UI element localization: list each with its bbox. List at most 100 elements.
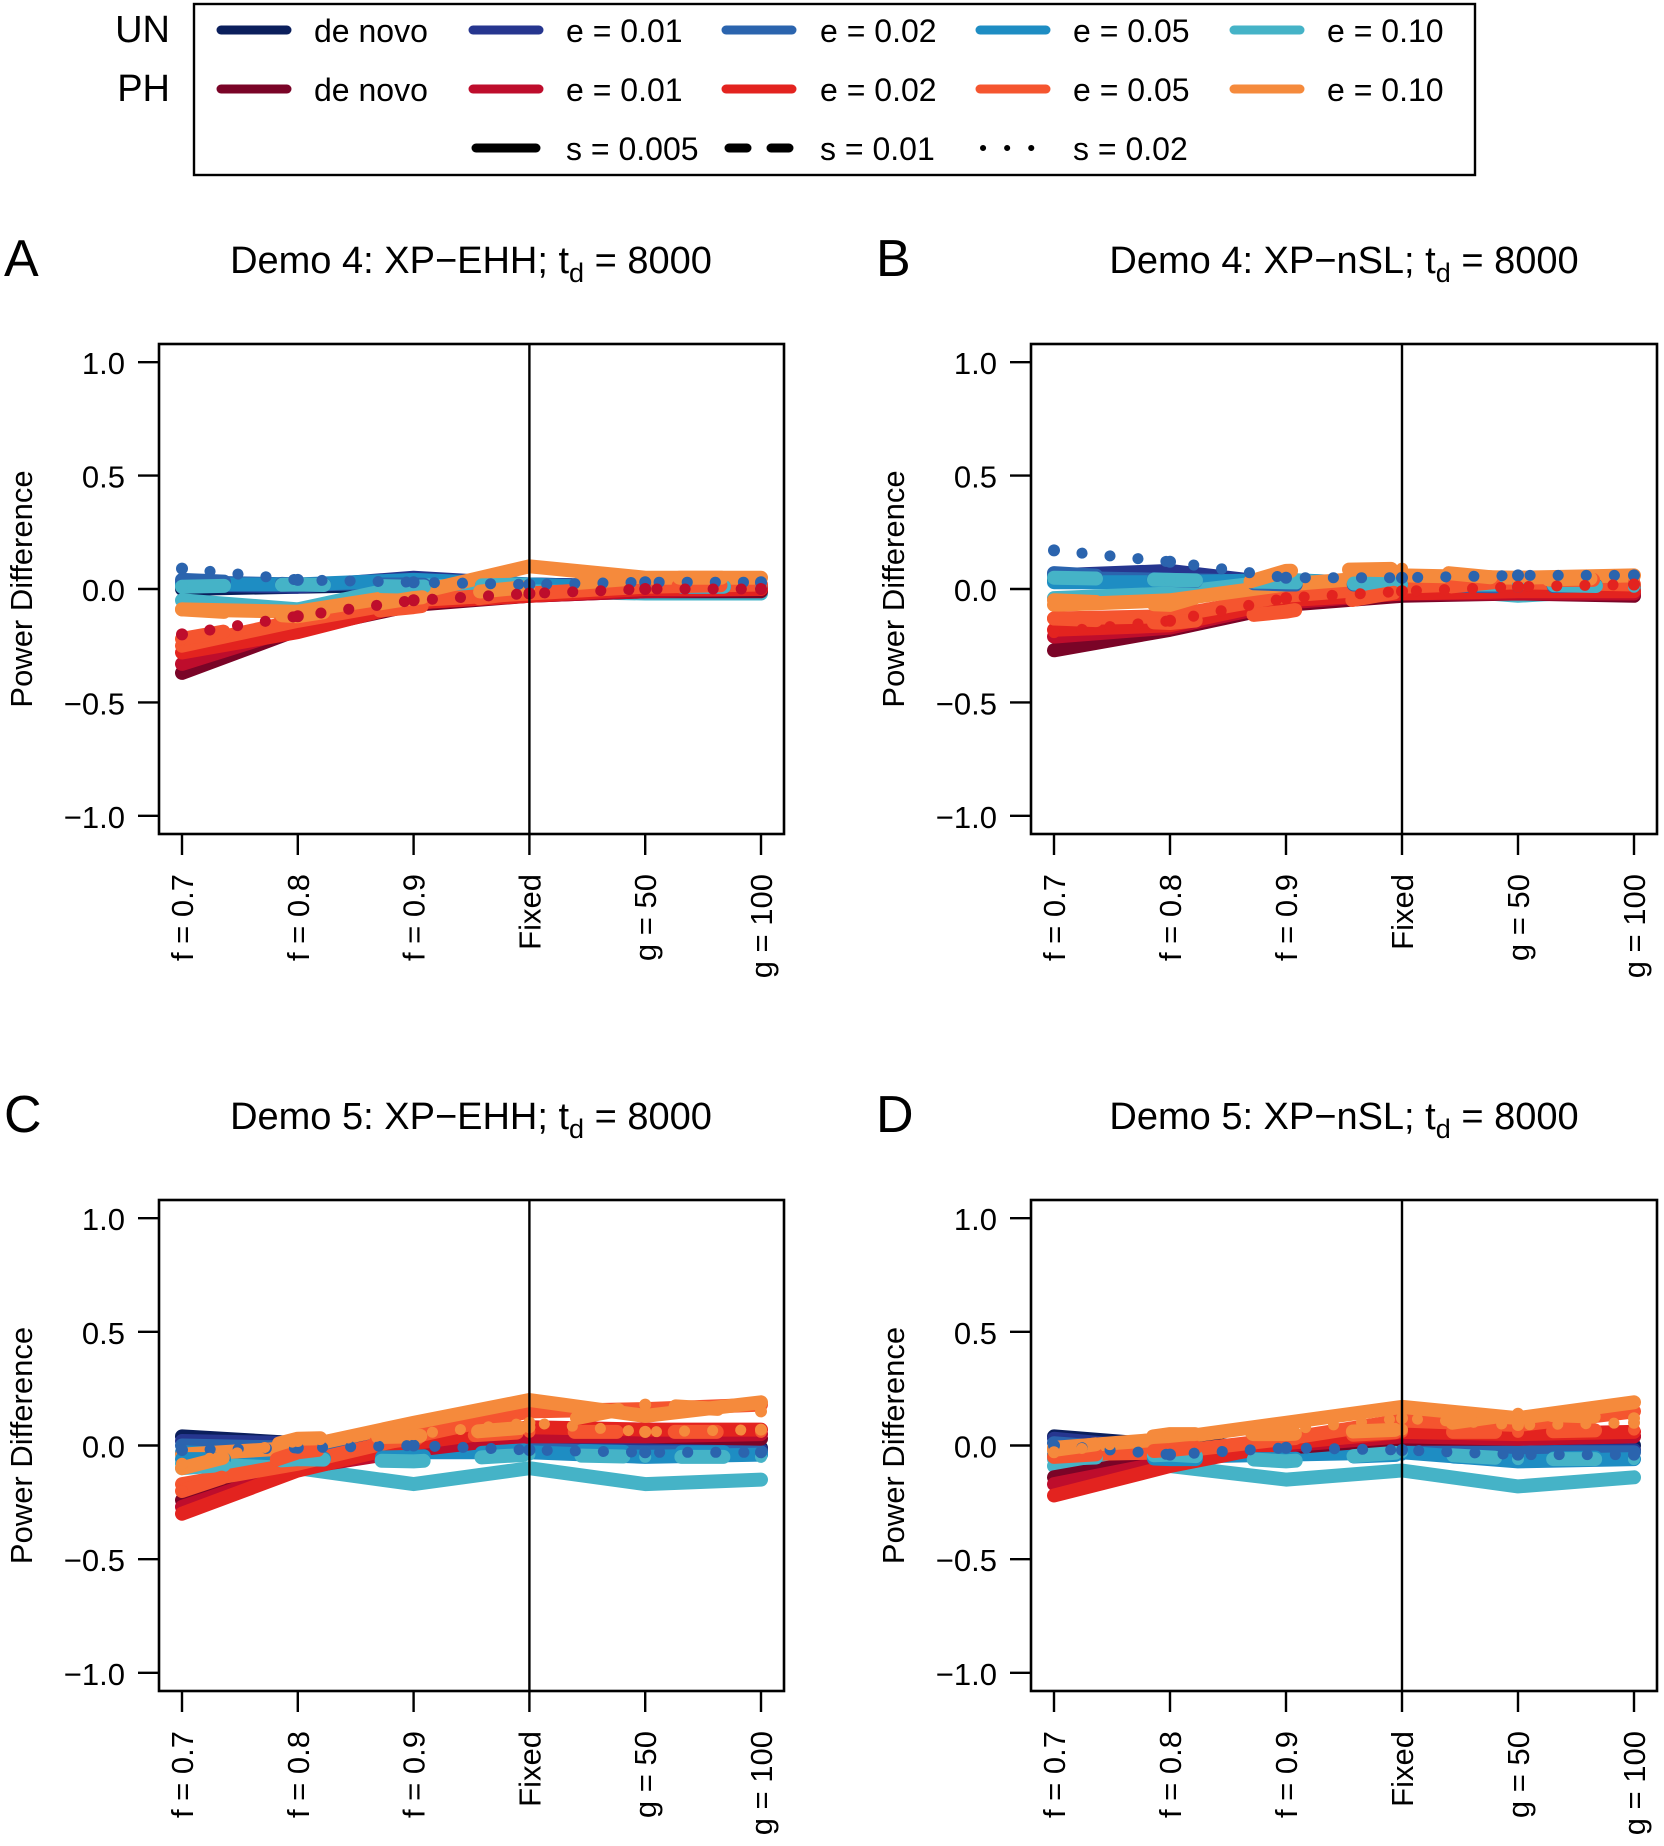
series-line-12 — [1047, 1422, 1641, 1464]
y-tick-label: 1.0 — [954, 346, 997, 381]
panel-d: D Demo 5: XP−nSL; td = 8000 Power Differen… — [876, 1086, 1659, 1835]
x-tick-label: f = 0.9 — [397, 874, 432, 961]
series-point — [176, 1485, 188, 1497]
series-point — [755, 1446, 767, 1459]
series-point — [1164, 614, 1176, 627]
series-point — [1628, 1416, 1640, 1429]
x-tick-label: g = 50 — [628, 1731, 663, 1818]
legend: UN PH de novo e = 0.01 e = 0.02 e = 0.05 e =… — [115, 2, 1477, 177]
series-point — [291, 610, 304, 623]
series-line-13 — [175, 570, 768, 624]
series-point — [176, 1457, 188, 1470]
series-point — [1164, 555, 1176, 568]
series-point — [755, 1423, 767, 1436]
series-point — [176, 1444, 188, 1456]
legend-linetype-label-1: s = 0.01 — [820, 131, 935, 167]
series-point — [1048, 612, 1060, 625]
x-tick-label: f = 0.7 — [1037, 1731, 1072, 1818]
series-point — [1280, 1441, 1292, 1454]
legend-ph-label-3: e = 0.05 — [1073, 72, 1190, 108]
legend-row-label-un: UN — [115, 9, 170, 51]
series-point — [639, 1425, 652, 1438]
series-group — [1047, 544, 1641, 658]
x-tick-label: f = 0.9 — [1269, 874, 1304, 961]
y-tick-label: −0.5 — [64, 686, 125, 721]
y-tick-label: −0.5 — [936, 1543, 997, 1578]
series-point — [176, 628, 188, 641]
series-point — [639, 1446, 652, 1459]
series-point — [1280, 1423, 1292, 1436]
y-tick-label: −0.5 — [936, 686, 997, 721]
series-point — [407, 1428, 420, 1441]
panel-letter: A — [4, 230, 39, 288]
series-point — [407, 1439, 420, 1452]
legend-linetype-label-2: s = 0.02 — [1073, 131, 1188, 167]
x-tick-label: f = 0.7 — [165, 874, 200, 961]
legend-row-label-ph: PH — [117, 68, 170, 110]
series-point — [1512, 569, 1524, 582]
series-point — [1164, 598, 1176, 611]
series-group — [175, 559, 768, 680]
series-point — [176, 603, 188, 616]
panel-b: B Demo 4: XP−nSL; td = 8000 Power Differen… — [876, 230, 1659, 978]
y-tick-label: 1.0 — [82, 1202, 125, 1237]
y-tick-label: −1.0 — [64, 800, 125, 835]
series-point — [1048, 594, 1060, 607]
legend-un-label-2: e = 0.02 — [820, 13, 937, 49]
x-tick-label: Fixed — [1385, 1731, 1420, 1807]
series-line-14 — [176, 563, 767, 590]
y-axis-label: Power Difference — [876, 470, 911, 707]
series-point — [755, 583, 767, 595]
x-tick-label: g = 50 — [1501, 1731, 1536, 1818]
series-point — [1628, 1448, 1640, 1461]
series-point — [1048, 1446, 1060, 1459]
series-line-13 — [1047, 1406, 1641, 1457]
panel-letter: B — [876, 230, 911, 288]
series-point — [1628, 569, 1640, 582]
panel-a: A Demo 4: XP−EHH; td = 8000 Power Differen… — [4, 230, 786, 978]
series-point — [1048, 626, 1060, 639]
y-axis-label: Power Difference — [876, 1327, 911, 1564]
y-axis-label: Power Difference — [4, 470, 39, 707]
legend-ph-label-2: e = 0.02 — [820, 72, 937, 108]
y-tick-label: −1.0 — [64, 1657, 125, 1692]
x-tick-label: f = 0.8 — [281, 874, 316, 961]
x-tick-label: f = 0.9 — [1269, 1731, 1304, 1818]
series-point — [1512, 580, 1524, 593]
series-point — [1512, 1407, 1524, 1420]
series-line-14 — [176, 1440, 767, 1458]
series-point — [1280, 592, 1292, 605]
panel-title: Demo 5: XP−nSL; td = 8000 — [1109, 1096, 1578, 1144]
x-tick-label: g = 100 — [1617, 874, 1652, 978]
y-tick-label: 1.0 — [82, 346, 125, 381]
x-tick-label: f = 0.9 — [397, 1731, 432, 1818]
y-tick-label: 0.5 — [954, 460, 997, 495]
series-line-12 — [1047, 572, 1641, 630]
series-group — [175, 1393, 768, 1521]
y-tick-label: 0.0 — [954, 1430, 997, 1465]
legend-un-label-1: e = 0.01 — [566, 13, 683, 49]
panel-title: Demo 5: XP−EHH; td = 8000 — [230, 1096, 712, 1144]
series-point — [176, 562, 188, 575]
y-tick-label: 0.5 — [82, 460, 125, 495]
y-tick-label: −1.0 — [936, 1657, 997, 1692]
series-point — [407, 1455, 420, 1468]
series-point — [1164, 573, 1176, 586]
x-tick-label: Fixed — [512, 1731, 547, 1807]
y-tick-label: 0.0 — [82, 573, 125, 608]
series-line-13 — [1047, 561, 1641, 612]
series-point — [407, 594, 420, 607]
y-tick-label: 0.5 — [954, 1316, 997, 1351]
y-tick-label: 0.0 — [82, 1430, 125, 1465]
y-tick-label: −0.5 — [64, 1543, 125, 1578]
series-line-13 — [175, 1397, 768, 1476]
series-point — [639, 1398, 652, 1411]
panel-title: Demo 4: XP−nSL; td = 8000 — [1109, 240, 1578, 288]
x-tick-label: f = 0.8 — [1153, 1731, 1188, 1818]
series-point — [176, 580, 188, 593]
x-tick-label: g = 100 — [744, 874, 779, 978]
x-tick-label: Fixed — [1385, 874, 1420, 950]
x-tick-label: Fixed — [512, 874, 547, 950]
series-point — [1048, 544, 1060, 557]
series-point — [1164, 1448, 1176, 1461]
